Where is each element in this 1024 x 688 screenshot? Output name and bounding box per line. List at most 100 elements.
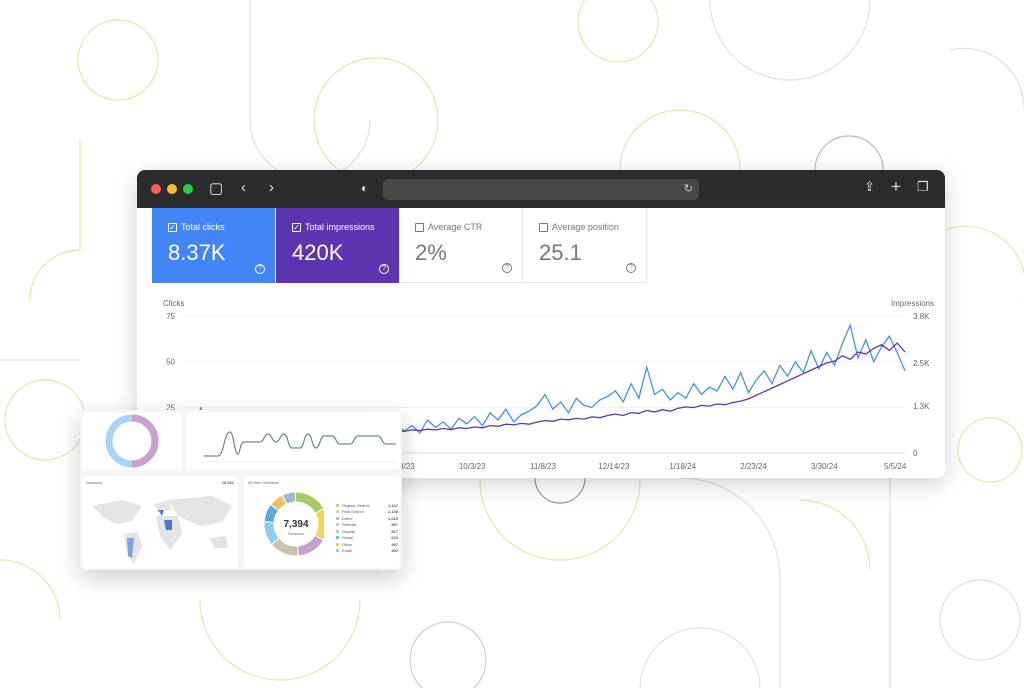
y2-tick-label: 2.5K (913, 359, 930, 368)
legend-item: Organic Search 1,147 (336, 502, 398, 509)
legend-swatch (336, 516, 339, 520)
legend-item: Social 619 (336, 535, 398, 542)
browser-toolbar: ▢ ‹ › ◐ ↻ ⇪ + ❐ (137, 170, 945, 208)
y-tick-label: 25 (166, 403, 175, 412)
shield-icon: ◐ (361, 181, 369, 195)
donut-total: 7,394 (283, 519, 309, 530)
donut-segment (297, 535, 323, 556)
legend-label: Referral (342, 522, 357, 528)
donut-segment (295, 492, 324, 513)
checkbox-unchecked-icon[interactable] (539, 222, 548, 232)
legend-swatch (336, 542, 339, 546)
metric-value: 25.1 (539, 240, 582, 265)
metric-average-position[interactable]: Average position 25.1 ? (523, 208, 647, 283)
metric-value: 420K (292, 240, 344, 265)
legend-value: 1,147 (387, 502, 398, 508)
analytics-dashboard-overlay: Sessions 18,284 All Web Sessions 7,394 S… (80, 410, 402, 570)
metric-label: Average CTR (428, 222, 483, 232)
donut-title: All Web Sessions (248, 480, 280, 485)
map-total: 18,284 (221, 480, 234, 485)
y-tick-label: 75 (166, 312, 175, 321)
legend-label: Direct (342, 515, 353, 521)
metric-value: 8.37K (168, 240, 226, 265)
help-icon[interactable]: ? (502, 263, 512, 273)
checkbox-checked-icon[interactable]: ✓ (168, 222, 177, 232)
legend-swatch (336, 536, 339, 540)
metric-total-impressions[interactable]: ✓ Total impressions 420K ? (276, 208, 400, 283)
checkbox-unchecked-icon[interactable] (415, 222, 424, 232)
legend-value: 817 (391, 528, 398, 534)
legend-label: Organic Search (342, 502, 370, 508)
legend-label: Social (342, 535, 353, 541)
legend-value: 997 (391, 522, 398, 528)
legend-value: 1,019 (387, 515, 398, 521)
new-tab-icon[interactable]: + (891, 177, 901, 196)
help-icon[interactable]: ? (255, 264, 265, 274)
reload-icon[interactable]: ↻ (683, 183, 693, 195)
legend-label: Email (342, 548, 353, 554)
legend-swatch (336, 549, 339, 553)
donut-segment (131, 414, 159, 468)
maximize-window-button[interactable] (183, 184, 193, 194)
metric-label: Total clicks (181, 222, 225, 232)
legend-item: Direct 1,019 (336, 515, 398, 522)
minimize-window-button[interactable] (167, 184, 177, 194)
donut-segment (282, 492, 296, 504)
tabs-icon[interactable]: ❐ (917, 179, 929, 194)
legend-item: Paid Search 1,106 (336, 509, 398, 516)
trend-line-panel (186, 412, 400, 470)
x-tick-label: 11/8/23 (530, 462, 557, 471)
y2-tick-label: 3.8K (913, 312, 930, 321)
metric-label: Average position (552, 222, 619, 232)
x-tick-label: 3/30/24 (811, 462, 838, 471)
close-window-button[interactable] (151, 184, 161, 194)
address-bar[interactable]: ↻ (383, 179, 699, 200)
world-map (92, 496, 232, 564)
legend-value: 452 (391, 548, 398, 554)
help-icon[interactable]: ? (626, 263, 636, 273)
device-donut-panel (82, 412, 182, 470)
legend-item: Referral 997 (336, 522, 398, 529)
donut-segment (264, 505, 279, 523)
x-tick-label: 1/18/24 (669, 462, 696, 471)
donut-segment (264, 522, 279, 544)
legend-item: Display 817 (336, 528, 398, 535)
legend-label: Other (342, 541, 353, 547)
donut-segment (272, 538, 298, 556)
donut-segment (271, 495, 287, 511)
checkbox-checked-icon[interactable]: ✓ (292, 222, 301, 232)
legend-item: Other 497 (336, 541, 398, 548)
x-tick-label: 12/14/23 (598, 462, 630, 471)
metric-total-clicks[interactable]: ✓ Total clicks 8.37K ? (152, 208, 276, 283)
y-axis-label: Clicks (163, 299, 184, 308)
y-tick-label: 50 (166, 358, 175, 367)
legend-swatch (336, 523, 339, 527)
legend-value: 1,106 (387, 509, 398, 515)
donut-segment (315, 509, 324, 540)
x-tick-label: 2/23/24 (740, 462, 767, 471)
legend-swatch (336, 503, 339, 507)
sidebar-icon[interactable]: ▢ (209, 180, 224, 197)
y2-tick-label: 1.3K (913, 402, 930, 411)
legend-value: 619 (391, 535, 398, 541)
x-tick-label: 5/5/24 (884, 462, 907, 471)
forward-icon[interactable]: › (269, 179, 274, 196)
donut-subtitle: Sessions (287, 531, 305, 536)
metric-value: 2% (415, 240, 447, 265)
y2-axis-label: Impressions (891, 299, 934, 308)
legend-value: 497 (391, 541, 398, 547)
device-donut-chart (105, 414, 159, 468)
share-icon[interactable]: ⇪ (864, 179, 875, 194)
help-icon[interactable]: ? (379, 264, 389, 274)
browser-window: ▢ ‹ › ◐ ↻ ⇪ + ❐ ✓ Total clicks 8.37K ? ✓ T… (137, 170, 945, 478)
metric-average-ctr[interactable]: Average CTR 2% ? (399, 208, 523, 283)
y2-tick-label: 0 (913, 449, 918, 458)
trend-line-chart (200, 431, 396, 463)
trend-line (204, 431, 396, 457)
legend-swatch (336, 529, 339, 533)
map-title: Sessions (86, 480, 103, 485)
legend-swatch (336, 510, 339, 514)
metric-label: Total impressions (305, 222, 375, 232)
back-icon[interactable]: ‹ (241, 179, 246, 196)
